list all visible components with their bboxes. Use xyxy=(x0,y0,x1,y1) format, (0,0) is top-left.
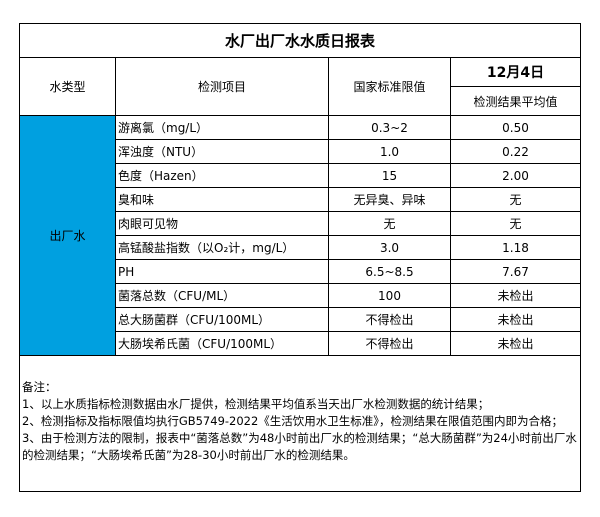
header-date: 12月4日 xyxy=(451,58,580,87)
row-result: 未检出 xyxy=(451,332,580,356)
note-line: 备注： xyxy=(22,380,57,394)
row-standard: 无异臭、异味 xyxy=(329,188,451,212)
row-result: 0.22 xyxy=(451,140,580,164)
row-standard: 0.3~2 xyxy=(329,116,451,140)
report-title: 水厂出厂水水质日报表 xyxy=(20,24,580,58)
row-standard: 6.5~8.5 xyxy=(329,260,451,284)
row-standard: 不得检出 xyxy=(329,332,451,356)
row-item: 游离氯（mg/L） xyxy=(116,116,329,140)
row-standard: 100 xyxy=(329,284,451,308)
row-result: 未检出 xyxy=(451,284,580,308)
row-standard: 不得检出 xyxy=(329,308,451,332)
row-standard: 3.0 xyxy=(329,236,451,260)
row-item: 高锰酸盐指数（以O₂计，mg/L） xyxy=(116,236,329,260)
row-item: 肉眼可见物 xyxy=(116,212,329,236)
notes: 备注： 1、以上水质指标检测数据由水厂提供，检测结果平均值系当天出厂水检测数据的… xyxy=(22,379,578,464)
header-result: 检测结果平均值 xyxy=(451,87,580,116)
row-item: 大肠埃希氏菌（CFU/100ML） xyxy=(116,332,329,356)
header-item: 检测项目 xyxy=(116,58,329,116)
row-standard: 1.0 xyxy=(329,140,451,164)
row-item: 菌落总数（CFU/ML） xyxy=(116,284,329,308)
row-result: 无 xyxy=(451,212,580,236)
header-water-type: 水类型 xyxy=(20,58,116,116)
note-line: 2、检测指标及指标限值均执行GB5749-2022《生活饮用水卫生标准》，检测结… xyxy=(22,414,564,428)
row-item: 臭和味 xyxy=(116,188,329,212)
row-result: 未检出 xyxy=(451,308,580,332)
row-result: 7.67 xyxy=(451,260,580,284)
row-result: 0.50 xyxy=(451,116,580,140)
note-line: 1、以上水质指标检测数据由水厂提供，检测结果平均值系当天出厂水检测数据的统计结果… xyxy=(22,397,490,411)
row-item: PH xyxy=(116,260,329,284)
row-result: 2.00 xyxy=(451,164,580,188)
row-item: 色度（Hazen） xyxy=(116,164,329,188)
row-standard: 15 xyxy=(329,164,451,188)
row-result: 无 xyxy=(451,188,580,212)
water-quality-report-table: 水厂出厂水水质日报表 水类型 检测项目 国家标准限值 12月4日 检测结果平均值… xyxy=(19,23,581,492)
header-standard: 国家标准限值 xyxy=(329,58,451,116)
row-standard: 无 xyxy=(329,212,451,236)
row-result: 1.18 xyxy=(451,236,580,260)
row-item: 总大肠菌群（CFU/100ML） xyxy=(116,308,329,332)
row-item: 浑浊度（NTU） xyxy=(116,140,329,164)
note-line: 3、由于检测方法的限制，报表中“菌落总数”为48小时前出厂水的检测结果；“总大肠… xyxy=(22,431,577,462)
water-type-cell: 出厂水 xyxy=(20,116,116,356)
